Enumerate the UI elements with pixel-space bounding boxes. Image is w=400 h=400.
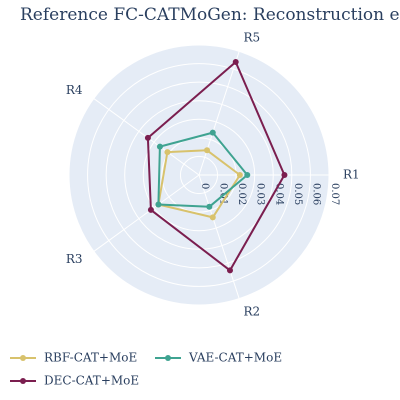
data-point bbox=[164, 149, 171, 156]
chart-title: Reference FC-CATMoGen: Reconstruction er… bbox=[20, 5, 400, 25]
data-point bbox=[147, 206, 154, 213]
radial-tick-label: 0.07 bbox=[329, 183, 340, 205]
legend-swatch-marker bbox=[165, 355, 171, 361]
data-point bbox=[204, 147, 211, 154]
series-line bbox=[157, 149, 241, 219]
data-point bbox=[209, 214, 216, 221]
data-point bbox=[206, 203, 213, 210]
legend-swatch-marker bbox=[20, 355, 26, 361]
series-line bbox=[157, 131, 249, 208]
radial-tick-label: 0 bbox=[199, 183, 210, 189]
legend-item[interactable]: DEC-CAT+MoE bbox=[10, 374, 139, 388]
angular-axis-label: R3 bbox=[66, 252, 83, 266]
radial-tick-label: 0.05 bbox=[292, 183, 303, 205]
data-point bbox=[281, 172, 288, 178]
legend-label: VAE-CAT+MoE bbox=[188, 351, 282, 365]
legend-item[interactable]: RBF-CAT+MoE bbox=[10, 351, 137, 365]
angular-axis-label: R2 bbox=[243, 304, 260, 318]
data-point bbox=[236, 172, 243, 178]
series-line bbox=[146, 61, 286, 272]
legend-label: RBF-CAT+MoE bbox=[44, 351, 137, 365]
legend-swatch-marker bbox=[20, 378, 26, 384]
data-point bbox=[244, 172, 251, 178]
radial-tick-label: 0.02 bbox=[236, 183, 247, 205]
data-point bbox=[209, 129, 216, 136]
legend: RBF-CAT+MoE VAE-CAT+MoE DEC-CAT+MoE bbox=[10, 351, 282, 388]
data-point bbox=[156, 143, 163, 150]
angular-axis-label: R5 bbox=[243, 31, 260, 45]
radial-tick-label: 0.03 bbox=[255, 183, 266, 205]
radial-tick-label: 0.06 bbox=[310, 183, 321, 205]
legend-label: DEC-CAT+MoE bbox=[44, 374, 139, 388]
grid-spoke bbox=[93, 174, 200, 252]
grid-spoke bbox=[198, 174, 240, 299]
data-point bbox=[232, 58, 239, 65]
radial-tick-label: 0.04 bbox=[273, 183, 284, 205]
angular-axis-label: R1 bbox=[343, 168, 360, 182]
legend-item[interactable]: VAE-CAT+MoE bbox=[155, 351, 282, 365]
angular-axis-label: R4 bbox=[66, 83, 83, 97]
data-point bbox=[155, 201, 162, 208]
data-point bbox=[144, 134, 151, 141]
grid-spoke bbox=[198, 51, 240, 176]
data-point bbox=[226, 267, 233, 274]
